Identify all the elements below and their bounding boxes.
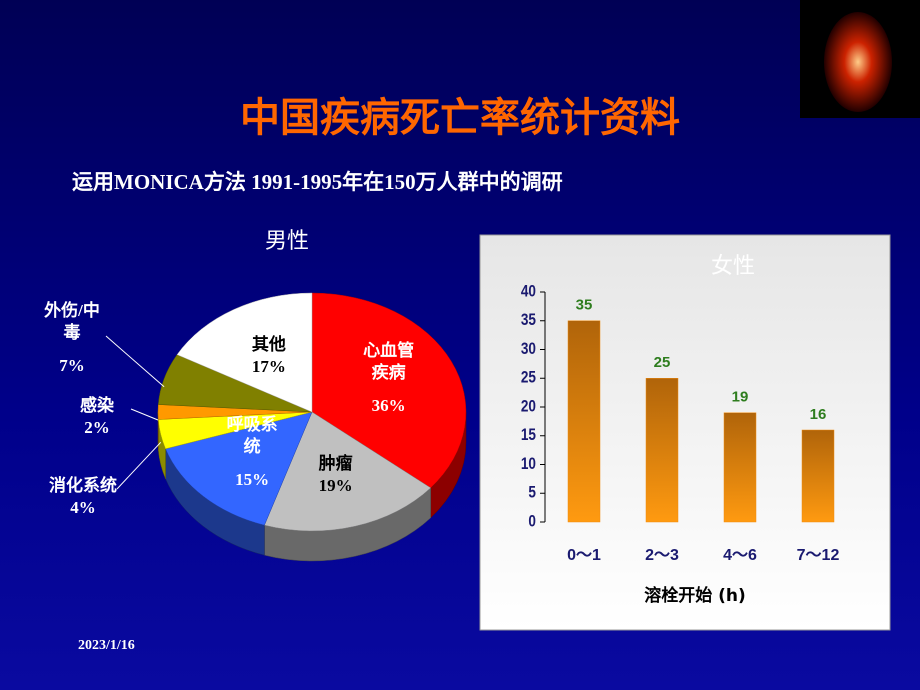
- bar-title: 女性: [711, 254, 755, 279]
- y-tick-label: 30: [521, 340, 536, 359]
- y-tick-label: 15: [521, 426, 537, 445]
- pie-label: 消化系统: [49, 476, 117, 495]
- value-label: 35: [576, 297, 593, 314]
- pie-title: 男性: [265, 229, 309, 254]
- leader-line: [116, 441, 162, 490]
- y-tick-label: 10: [521, 455, 536, 474]
- slide-title: 中国疾病死亡率统计资料: [240, 95, 680, 141]
- y-tick-label: 0: [528, 512, 536, 531]
- pie-value-label: 17%: [251, 356, 286, 376]
- pie-label: 心血管疾病: [363, 341, 415, 383]
- y-tick-label: 25: [521, 368, 537, 387]
- subtitle: 运用MONICA方法 1991-1995年在150万人群中的调研: [72, 170, 563, 194]
- date: 2023/1/16: [78, 638, 135, 653]
- pie-slice: [311, 292, 467, 489]
- bar: [567, 320, 601, 523]
- pie-value-label: 36%: [371, 396, 406, 416]
- pie-slice: [176, 292, 313, 413]
- bar: [801, 429, 835, 523]
- pie-label: 呼吸系统: [226, 415, 278, 457]
- y-tick-label: 5: [528, 483, 536, 502]
- value-label: 19: [732, 389, 749, 406]
- leader-line: [105, 335, 165, 388]
- pie-value-label: 19%: [318, 475, 353, 495]
- x-tick-label: 7～12: [797, 547, 840, 564]
- x-tick-label: 2～3: [645, 547, 679, 564]
- pie-label: 感染: [80, 396, 114, 415]
- pie-value-label: 4%: [70, 498, 96, 517]
- pie-label: 肿瘤: [318, 453, 353, 473]
- pie-slice: [165, 411, 313, 526]
- x-tick-label: 0～1: [567, 547, 601, 564]
- heart-image: [824, 12, 892, 112]
- value-label: 16: [810, 406, 827, 423]
- x-axis-title: 溶栓开始 (h): [644, 585, 746, 606]
- pie-label: 其他: [251, 334, 286, 354]
- bar: [723, 412, 757, 523]
- leader-line: [130, 408, 159, 421]
- pie-value-label: 2%: [84, 418, 110, 437]
- pie-value-label: 15%: [235, 470, 270, 490]
- pie-slice: [264, 411, 432, 532]
- x-tick-label: 4～6: [723, 547, 757, 564]
- bar: [645, 378, 679, 523]
- y-tick-label: 20: [521, 397, 536, 416]
- pie-label: 外伤/中毒: [44, 301, 100, 342]
- y-tick-label: 35: [521, 311, 537, 330]
- pie-value-label: 7%: [59, 356, 85, 375]
- value-label: 25: [654, 354, 671, 371]
- y-tick-label: 40: [521, 282, 536, 301]
